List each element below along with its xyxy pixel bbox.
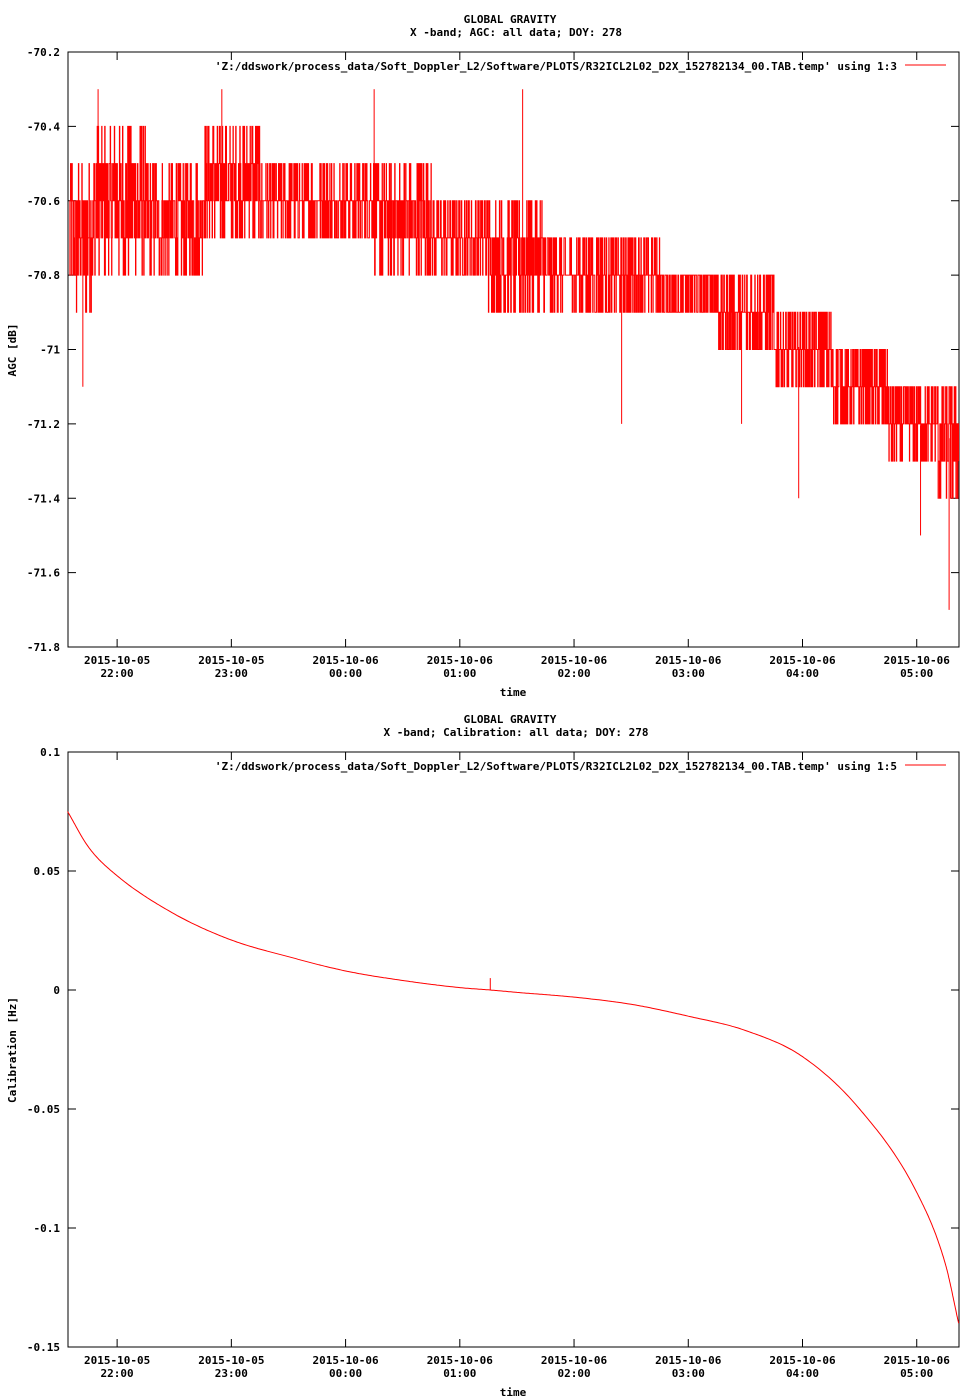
x-tick-label-date: 2015-10-05: [198, 1354, 264, 1367]
x-tick-label-time: 02:00: [557, 1367, 590, 1380]
x-tick-label-date: 2015-10-05: [84, 1354, 150, 1367]
y-tick-label: 0.1: [40, 746, 60, 759]
agc-series: [69, 89, 960, 610]
chart-subtitle: X -band; AGC: all data; DOY: 278: [410, 26, 622, 39]
x-tick-label-time: 03:00: [672, 667, 705, 680]
x-tick-label-time: 04:00: [786, 1367, 819, 1380]
y-tick-label: -0.05: [27, 1103, 60, 1116]
x-tick-label-time: 23:00: [215, 667, 248, 680]
x-tick-label-time: 22:00: [101, 667, 134, 680]
y-tick-label: -71.2: [27, 418, 60, 431]
x-tick-label-date: 2015-10-06: [541, 654, 608, 667]
x-tick-label-time: 02:00: [557, 667, 590, 680]
y-axis-label: AGC [dB]: [6, 324, 19, 377]
agc-trace: [69, 125, 960, 499]
calibration-chart: GLOBAL GRAVITY X -band; Calibration: all…: [6, 713, 960, 1399]
y-tick-label: -70.6: [27, 195, 60, 208]
x-tick-label-time: 05:00: [900, 1367, 933, 1380]
x-axis: 2015-10-0522:002015-10-0523:002015-10-06…: [84, 752, 950, 1380]
x-tick-label-date: 2015-10-06: [769, 654, 836, 667]
legend-label: 'Z:/ddswork/process_data/Soft_Doppler_L2…: [215, 60, 897, 73]
x-tick-label-date: 2015-10-06: [884, 1354, 951, 1367]
y-tick-label: -0.1: [34, 1222, 61, 1235]
chart-subtitle: X -band; Calibration: all data; DOY: 278: [384, 726, 649, 739]
x-tick-label-time: 23:00: [215, 1367, 248, 1380]
x-tick-label-time: 22:00: [101, 1367, 134, 1380]
y-tick-label: -71.4: [27, 492, 60, 505]
x-axis-label: time: [500, 1386, 527, 1399]
x-tick-label-date: 2015-10-06: [312, 654, 379, 667]
legend-label: 'Z:/ddswork/process_data/Soft_Doppler_L2…: [215, 760, 897, 773]
y-tick-label: 0: [53, 984, 60, 997]
chart-title: GLOBAL GRAVITY: [464, 713, 557, 726]
y-axis-label: Calibration [Hz]: [6, 997, 19, 1103]
x-tick-label-date: 2015-10-05: [198, 654, 264, 667]
x-tick-label-date: 2015-10-06: [427, 1354, 494, 1367]
x-tick-label-date: 2015-10-06: [427, 654, 494, 667]
x-tick-label-date: 2015-10-05: [84, 654, 150, 667]
x-tick-label-time: 03:00: [672, 1367, 705, 1380]
y-tick-label: -71.8: [27, 641, 60, 654]
x-tick-label-date: 2015-10-06: [769, 1354, 836, 1367]
y-axis: 0.1 0.05 0 -0.05 -0.1 -0.15: [27, 746, 959, 1354]
plot-frame: [67, 751, 960, 1348]
y-axis: -70.2 -70.4 -70.6 -70.8 -71 -71.2 -71.4 -71.6 -7…: [27, 46, 959, 654]
x-tick-label-date: 2015-10-06: [312, 1354, 379, 1367]
y-tick-label: -70.4: [27, 120, 60, 133]
x-tick-label-date: 2015-10-06: [884, 654, 951, 667]
y-tick-label: -71: [40, 344, 60, 357]
chart-title: GLOBAL GRAVITY: [464, 13, 557, 26]
x-tick-label-time: 05:00: [900, 667, 933, 680]
x-tick-label-date: 2015-10-06: [655, 1354, 722, 1367]
x-tick-label-time: 01:00: [443, 1367, 476, 1380]
x-tick-label-date: 2015-10-06: [541, 1354, 608, 1367]
x-axis: 2015-10-0522:002015-10-0523:002015-10-06…: [84, 52, 950, 680]
y-tick-label: 0.05: [34, 865, 61, 878]
x-tick-label-date: 2015-10-06: [655, 654, 722, 667]
x-tick-label-time: 04:00: [786, 667, 819, 680]
x-tick-label-time: 01:00: [443, 667, 476, 680]
x-tick-label-time: 00:00: [329, 667, 362, 680]
x-axis-label: time: [500, 686, 527, 699]
y-tick-label: -0.15: [27, 1341, 60, 1354]
y-tick-label: -70.8: [27, 269, 60, 282]
y-tick-label: -70.2: [27, 46, 60, 59]
agc-chart: GLOBAL GRAVITY X -band; AGC: all data; D…: [6, 13, 960, 699]
y-tick-label: -71.6: [27, 567, 60, 580]
calibration-curve: [67, 811, 960, 1324]
calibration-series: [67, 811, 960, 1324]
x-tick-label-time: 00:00: [329, 1367, 362, 1380]
